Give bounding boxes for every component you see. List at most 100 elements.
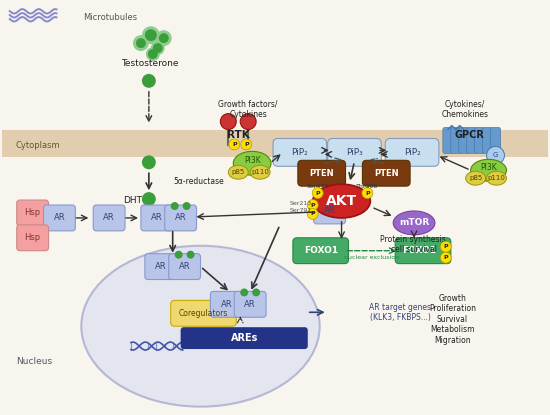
Circle shape <box>240 288 248 296</box>
FancyBboxPatch shape <box>170 300 236 326</box>
FancyBboxPatch shape <box>298 160 345 186</box>
FancyBboxPatch shape <box>93 205 125 231</box>
Ellipse shape <box>233 151 271 175</box>
Circle shape <box>362 188 373 198</box>
Text: Cytoplasm: Cytoplasm <box>16 141 61 150</box>
Text: AR: AR <box>155 262 167 271</box>
Text: Testosterone: Testosterone <box>121 59 179 68</box>
Text: AR: AR <box>175 213 186 222</box>
Text: DHT: DHT <box>123 195 142 205</box>
Text: PiP₃: PiP₃ <box>346 148 363 157</box>
Text: AR: AR <box>221 300 232 309</box>
FancyBboxPatch shape <box>180 327 308 349</box>
FancyBboxPatch shape <box>145 254 177 280</box>
Circle shape <box>183 202 190 210</box>
Ellipse shape <box>487 171 507 185</box>
Text: 5α-reductase: 5α-reductase <box>174 177 224 186</box>
Circle shape <box>151 41 165 55</box>
Text: p85: p85 <box>469 175 482 181</box>
FancyBboxPatch shape <box>385 139 439 166</box>
Circle shape <box>307 208 318 220</box>
Ellipse shape <box>81 246 320 407</box>
Text: PiP₂: PiP₂ <box>292 148 308 157</box>
Text: Growth
Proliferation
Survival
Metabolism
Migration: Growth Proliferation Survival Metabolism… <box>429 294 476 344</box>
Text: Growth factors/
Cytokines: Growth factors/ Cytokines <box>218 100 278 120</box>
Text: G: G <box>493 152 498 159</box>
Text: AR: AR <box>179 262 190 271</box>
FancyBboxPatch shape <box>141 205 173 231</box>
FancyBboxPatch shape <box>475 127 485 154</box>
Text: P: P <box>310 212 315 217</box>
Circle shape <box>145 29 157 41</box>
Bar <box>2 129 548 157</box>
Text: AR: AR <box>244 300 256 309</box>
Text: PI3K: PI3K <box>480 163 497 172</box>
Circle shape <box>252 288 260 296</box>
Circle shape <box>241 139 252 150</box>
FancyBboxPatch shape <box>169 254 201 280</box>
Text: PTEN: PTEN <box>374 169 399 178</box>
Text: Microtubules: Microtubules <box>83 13 138 22</box>
Circle shape <box>229 139 240 150</box>
Circle shape <box>153 43 163 53</box>
Circle shape <box>307 200 318 210</box>
Text: Hsp: Hsp <box>25 208 41 217</box>
Circle shape <box>487 146 504 164</box>
FancyBboxPatch shape <box>443 127 453 154</box>
FancyBboxPatch shape <box>328 139 381 166</box>
Text: Thr308: Thr308 <box>356 184 378 189</box>
Circle shape <box>186 251 195 259</box>
Circle shape <box>142 192 156 206</box>
FancyBboxPatch shape <box>467 127 477 154</box>
Text: p110: p110 <box>487 175 505 181</box>
Text: RTK: RTK <box>227 130 250 141</box>
Ellipse shape <box>466 171 486 185</box>
Circle shape <box>170 202 179 210</box>
Text: Nucleus: Nucleus <box>16 357 52 366</box>
Circle shape <box>146 47 160 61</box>
FancyBboxPatch shape <box>234 291 266 317</box>
Circle shape <box>133 35 149 51</box>
FancyBboxPatch shape <box>211 291 242 317</box>
Text: P: P <box>315 190 320 195</box>
FancyBboxPatch shape <box>314 198 345 224</box>
Text: nuclear exclusion: nuclear exclusion <box>344 255 399 260</box>
Text: PI3K: PI3K <box>244 156 261 165</box>
Text: Protein synthesis,
cell survival: Protein synthesis, cell survival <box>380 235 448 254</box>
Text: p85: p85 <box>232 169 245 175</box>
Text: AR target genes
(KLK3, FKBPS...): AR target genes (KLK3, FKBPS...) <box>370 303 431 322</box>
Text: AR: AR <box>324 207 336 215</box>
FancyBboxPatch shape <box>16 225 48 251</box>
Circle shape <box>240 114 256 129</box>
Circle shape <box>136 38 146 48</box>
FancyBboxPatch shape <box>482 127 493 154</box>
Text: Ser213: Ser213 <box>290 200 312 205</box>
FancyBboxPatch shape <box>43 205 75 231</box>
Text: P: P <box>443 255 448 260</box>
Text: FOXO1: FOXO1 <box>402 246 436 255</box>
Circle shape <box>142 26 160 44</box>
Text: PiP₂: PiP₂ <box>404 148 420 157</box>
Text: Ser473: Ser473 <box>306 184 329 189</box>
Ellipse shape <box>250 165 270 179</box>
FancyBboxPatch shape <box>491 127 501 154</box>
Text: PTEN: PTEN <box>309 169 334 178</box>
Text: P: P <box>244 142 249 147</box>
Circle shape <box>142 74 156 88</box>
Text: p110: p110 <box>251 169 269 175</box>
Text: AKT: AKT <box>326 194 357 208</box>
Circle shape <box>441 241 452 252</box>
FancyBboxPatch shape <box>273 139 327 166</box>
FancyBboxPatch shape <box>459 127 469 154</box>
Circle shape <box>148 49 158 59</box>
Circle shape <box>159 33 169 43</box>
Text: AR: AR <box>151 213 163 222</box>
Text: GPCR: GPCR <box>455 130 485 141</box>
Text: mTOR: mTOR <box>399 218 429 227</box>
Text: AR: AR <box>54 213 65 222</box>
Text: P: P <box>365 190 370 195</box>
Circle shape <box>441 252 452 263</box>
Circle shape <box>221 114 236 129</box>
Ellipse shape <box>228 165 248 179</box>
FancyBboxPatch shape <box>165 205 196 231</box>
